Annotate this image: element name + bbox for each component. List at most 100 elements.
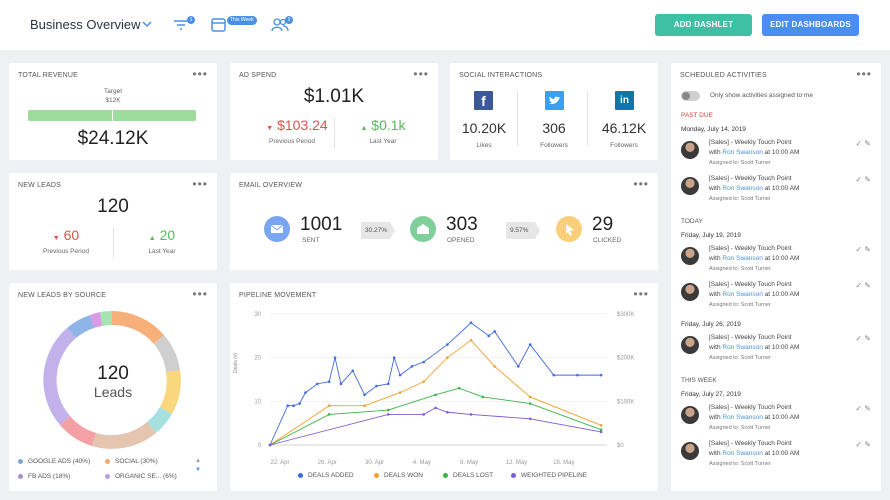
contact-link[interactable]: Ron Swanson	[722, 149, 763, 156]
donut-segment	[160, 370, 181, 414]
email-sent-value: 1001	[300, 214, 343, 235]
check-icon[interactable]: ✓	[855, 139, 863, 148]
data-point	[327, 404, 331, 407]
check-icon[interactable]: ✓	[855, 281, 863, 290]
y-tick-label: 0	[258, 443, 262, 449]
email-overview-card: EMAIL OVERVIEW ••• 1001 SENT 30.27% 303 …	[230, 173, 658, 270]
activity-date: Friday, July 26, 2019	[681, 321, 741, 328]
edit-icon[interactable]: ✎	[864, 404, 871, 413]
revenue-progress-track	[28, 110, 196, 121]
cursor-icon	[556, 216, 582, 242]
donut-segment	[147, 407, 172, 433]
legend-page-up-icon[interactable]: ▲	[195, 458, 201, 464]
users-icon[interactable]	[271, 16, 289, 34]
activity-item[interactable]: [Sales] - Weekly Touch Point with Ron Sw…	[681, 137, 871, 171]
add-dashlet-button[interactable]: ADD DASHLET	[655, 14, 752, 36]
contact-link[interactable]: Ron Swanson	[722, 414, 763, 421]
activity-item[interactable]: [Sales] - Weekly Touch Point with Ron Sw…	[681, 402, 871, 436]
more-icon[interactable]: •••	[633, 287, 649, 301]
contact-link[interactable]: Ron Swanson	[722, 255, 763, 262]
data-point	[327, 380, 331, 383]
activity-item[interactable]: [Sales] - Weekly Touch Point with Ron Sw…	[681, 438, 871, 472]
y-tick-label: 30	[254, 312, 261, 318]
ad-spend-prev-value: $103.24	[277, 117, 328, 133]
data-point	[576, 373, 579, 377]
edit-icon[interactable]: ✎	[864, 139, 871, 148]
contact-link[interactable]: Ron Swanson	[722, 450, 763, 457]
y-tick-label: 20	[254, 356, 261, 362]
check-icon[interactable]: ✓	[855, 245, 863, 254]
pipeline-card: PIPELINE MOVEMENT ••• 30 $300K 20 $200K 10 $1…	[230, 283, 658, 491]
legend-social: SOCIAL (30%)	[105, 458, 158, 465]
legend-deals-added: DEALS ADDED	[298, 472, 354, 479]
more-icon[interactable]: •••	[192, 177, 208, 191]
data-point	[339, 382, 343, 386]
series-line	[269, 339, 602, 446]
contact-link[interactable]: Ron Swanson	[722, 291, 763, 298]
facebook-icon[interactable]: f	[474, 91, 493, 110]
social-twitter-value: 306	[542, 120, 566, 136]
data-point	[268, 443, 272, 447]
twitter-icon[interactable]	[545, 91, 564, 110]
linkedin-icon[interactable]: in	[615, 91, 634, 110]
click-rate-arrow: 9.57%	[506, 222, 540, 239]
legend-page-down-icon[interactable]: ▼	[195, 467, 201, 473]
y2-tick-label: $200K	[617, 356, 634, 362]
ad-spend-last-year: ▲ $0.1k	[348, 117, 418, 133]
filter-icon[interactable]	[172, 16, 190, 34]
top-bar: Business Overview 1 This Week 3 ADD DASH…	[0, 0, 890, 50]
assigned-toggle[interactable]	[681, 91, 700, 101]
activity-with: with Ron Swanson at 10:00 AM	[709, 414, 800, 421]
contact-link[interactable]: Ron Swanson	[722, 185, 763, 192]
data-point	[487, 334, 491, 338]
social-linkedin-value: 46.12K	[601, 120, 647, 136]
more-icon[interactable]: •••	[633, 177, 649, 191]
series-line	[269, 387, 602, 446]
calendar-icon[interactable]	[210, 16, 228, 34]
more-icon[interactable]: •••	[192, 287, 208, 301]
more-icon[interactable]: •••	[192, 67, 208, 81]
date-range-pill[interactable]: This Week	[227, 16, 257, 25]
donut-segment	[100, 310, 112, 326]
data-point	[363, 393, 366, 397]
more-icon[interactable]: •••	[413, 67, 429, 81]
activity-with: with Ron Swanson at 10:00 AM	[709, 149, 800, 156]
send-icon	[264, 216, 290, 242]
data-point	[517, 365, 520, 368]
edit-icon[interactable]: ✎	[864, 175, 871, 184]
activity-assigned: Assigned to: Scott Turner	[709, 160, 771, 166]
ad-spend-last-label: Last Year	[369, 138, 397, 145]
check-icon[interactable]: ✓	[855, 404, 863, 413]
donut-segment	[43, 328, 76, 425]
up-arrow-icon: ▲	[148, 235, 156, 242]
activity-assigned: Assigned to: Scott Turner	[709, 196, 771, 202]
activity-title: [Sales] - Weekly Touch Point	[709, 245, 792, 252]
email-opened-value: 303	[446, 214, 478, 235]
check-icon[interactable]: ✓	[855, 440, 863, 449]
edit-icon[interactable]: ✎	[864, 440, 871, 449]
chevron-down-icon[interactable]	[142, 19, 152, 29]
edit-dashboards-button[interactable]: EDIT DASHBOARDS	[762, 14, 859, 36]
data-point	[292, 404, 295, 407]
edit-icon[interactable]: ✎	[864, 334, 871, 343]
activity-item[interactable]: [Sales] - Weekly Touch Point with Ron Sw…	[681, 332, 871, 366]
edit-icon[interactable]: ✎	[864, 281, 871, 290]
data-point	[528, 395, 532, 399]
data-point	[599, 373, 603, 377]
activity-item[interactable]: [Sales] - Weekly Touch Point with Ron Sw…	[681, 279, 871, 313]
activity-assigned: Assigned to: Scott Turner	[709, 461, 771, 467]
data-point	[599, 424, 603, 427]
check-icon[interactable]: ✓	[855, 175, 863, 184]
activity-item[interactable]: [Sales] - Weekly Touch Point with Ron Sw…	[681, 173, 871, 207]
contact-link[interactable]: Ron Swanson	[722, 344, 763, 351]
ad-spend-card: AD SPEND ••• $1.01K ▼ $103.24 Previous P…	[230, 63, 438, 160]
check-icon[interactable]: ✓	[855, 334, 863, 343]
activity-title: [Sales] - Weekly Touch Point	[709, 440, 792, 447]
edit-icon[interactable]: ✎	[864, 245, 871, 254]
legend-weighted-pipeline: WEIGHTED PIPELINE	[511, 472, 587, 479]
data-point	[446, 410, 449, 414]
more-icon[interactable]: •••	[856, 67, 872, 81]
data-point	[469, 338, 473, 342]
activity-item[interactable]: [Sales] - Weekly Touch Point with Ron Sw…	[681, 243, 871, 277]
data-point	[434, 406, 437, 410]
